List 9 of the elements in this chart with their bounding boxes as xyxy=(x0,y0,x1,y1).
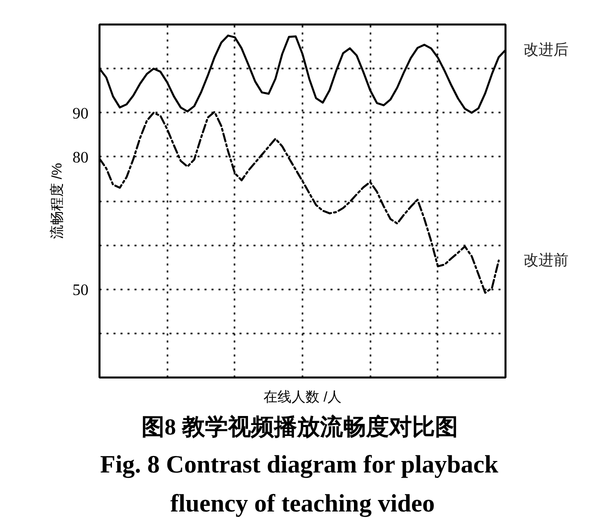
x-axis-title: 在线人数 /人 xyxy=(264,388,342,404)
text: 图8 教学视频播放流畅度对比图 xyxy=(142,414,458,440)
y-axis-title: 流畅程度 /% xyxy=(48,162,64,240)
series-label: 改进前 xyxy=(524,252,568,270)
text: Fig. 8 Contrast diagram for playback fluency of teaching video xyxy=(100,452,498,518)
y-tick-label: 50 xyxy=(72,282,88,299)
y-tick-label: 90 xyxy=(72,105,88,122)
series-label: 改进后 xyxy=(524,42,568,59)
y-tick-label: 80 xyxy=(72,149,88,166)
